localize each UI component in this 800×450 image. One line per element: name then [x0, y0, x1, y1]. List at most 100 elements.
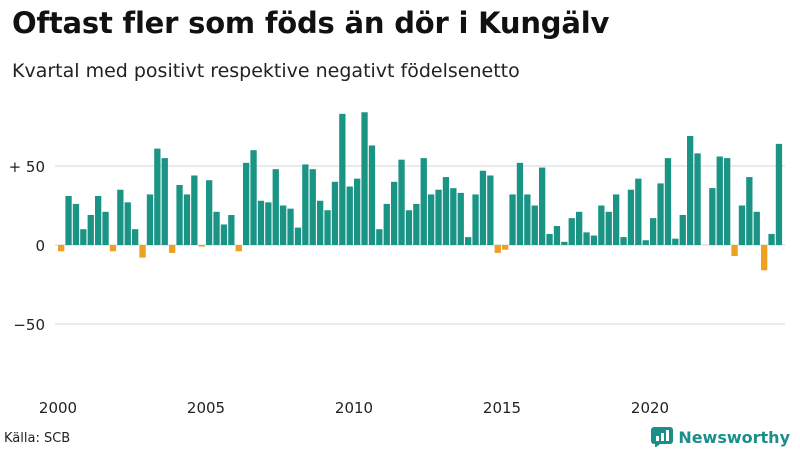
bar	[428, 194, 435, 245]
brand-logo[interactable]: Newsworthy	[651, 427, 790, 447]
y-tick-label: + 50	[9, 158, 45, 176]
source-label: Källa: SCB	[4, 431, 71, 446]
bar	[87, 214, 94, 245]
bar	[664, 158, 672, 245]
bar	[169, 245, 176, 253]
bar	[183, 194, 191, 245]
bar	[605, 211, 612, 245]
bar	[250, 150, 257, 245]
bar	[738, 205, 746, 245]
bar	[553, 226, 561, 245]
bar	[146, 194, 154, 245]
y-tick-label: 0	[35, 237, 45, 255]
bar	[590, 235, 598, 245]
bar	[117, 189, 124, 245]
bar	[487, 175, 494, 245]
bar	[761, 245, 768, 271]
bar	[694, 153, 701, 245]
bar	[775, 143, 783, 245]
bar	[479, 170, 487, 245]
brand-name: Newsworthy	[678, 427, 790, 447]
bar	[650, 218, 657, 245]
x-tick-label: 2010	[335, 399, 373, 417]
bar	[576, 211, 583, 245]
bar	[302, 164, 309, 245]
bar	[154, 148, 161, 245]
bar	[494, 245, 501, 253]
bar	[746, 177, 753, 245]
bar	[132, 229, 139, 245]
bar	[72, 203, 80, 245]
bar	[420, 158, 427, 245]
x-tick-label: 2015	[483, 399, 521, 417]
bar	[361, 112, 368, 245]
bar	[568, 218, 575, 245]
x-tick-label: 2000	[39, 399, 77, 417]
chart-title: Oftast fler som föds än dör i Kungälv	[12, 6, 610, 40]
bar	[716, 156, 723, 245]
bar	[287, 208, 294, 245]
bar	[376, 229, 383, 245]
bar	[176, 184, 183, 245]
bar	[294, 227, 302, 245]
bar	[450, 188, 457, 245]
bar	[709, 188, 716, 245]
bar	[65, 196, 72, 245]
bar	[331, 181, 339, 245]
bar	[724, 158, 731, 245]
bar	[457, 192, 464, 245]
bar	[80, 229, 87, 245]
bar	[657, 183, 664, 245]
bar	[339, 113, 346, 245]
bar	[346, 186, 353, 245]
bar	[368, 145, 376, 245]
bar	[161, 158, 168, 245]
bar	[272, 169, 279, 245]
bar	[413, 203, 420, 245]
bar	[206, 180, 213, 245]
bar	[191, 175, 198, 245]
bar	[472, 194, 479, 245]
bar	[435, 189, 442, 245]
bar	[687, 135, 694, 245]
bar	[620, 237, 627, 245]
bar	[405, 210, 413, 245]
bar	[243, 162, 250, 245]
bar	[391, 181, 398, 245]
bar	[531, 205, 538, 245]
bar	[753, 211, 760, 245]
bar	[280, 205, 287, 245]
bar	[398, 159, 405, 245]
bar	[442, 177, 450, 245]
bar	[627, 189, 635, 245]
y-tick-label: −50	[13, 316, 45, 334]
bar	[309, 169, 316, 245]
bar	[509, 194, 516, 245]
bar	[257, 200, 265, 245]
bar	[731, 245, 738, 257]
bar	[139, 245, 146, 258]
bar	[672, 238, 679, 245]
bar	[583, 232, 590, 245]
bar	[324, 210, 331, 245]
bar	[679, 214, 686, 245]
bar	[109, 245, 117, 252]
x-tick-label: 2020	[631, 399, 669, 417]
bar	[635, 178, 642, 245]
newsworthy-logo-icon	[651, 427, 674, 447]
bar	[265, 202, 272, 245]
bar	[546, 233, 553, 245]
bar	[235, 245, 242, 252]
bar	[524, 194, 531, 245]
bar	[213, 211, 220, 245]
bar	[502, 245, 509, 250]
x-tick-label: 2005	[187, 399, 225, 417]
bar	[598, 205, 605, 245]
bar	[354, 178, 361, 245]
bar	[124, 202, 131, 245]
bar	[561, 241, 568, 245]
bar	[228, 214, 235, 245]
chart-subtitle: Kvartal med positivt respektive negativt…	[12, 60, 520, 82]
bar	[198, 245, 205, 247]
